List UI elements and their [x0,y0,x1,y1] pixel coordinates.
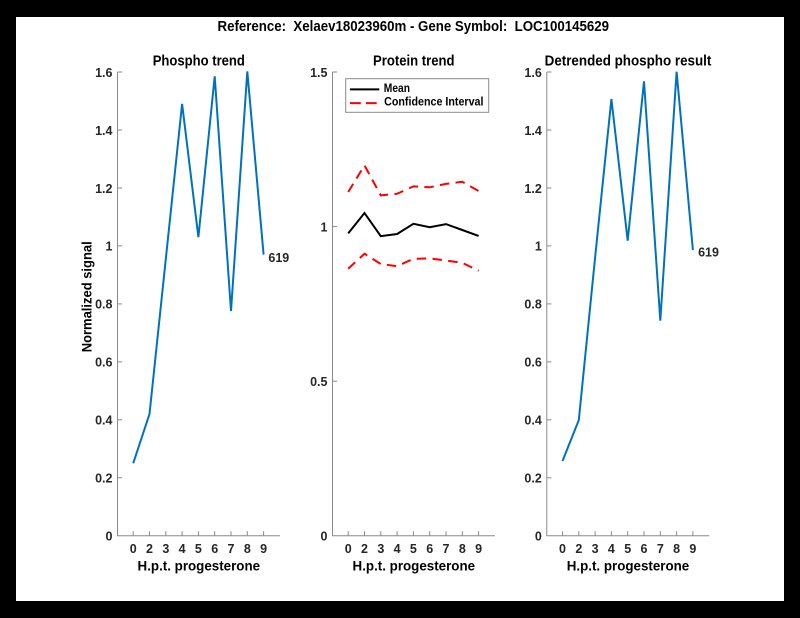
svg-text:9: 9 [260,542,267,556]
svg-text:2: 2 [575,542,582,556]
svg-text:1: 1 [106,240,113,254]
svg-text:4: 4 [394,542,401,556]
svg-text:1.4: 1.4 [95,124,112,138]
svg-text:6: 6 [211,542,218,556]
svg-text:3: 3 [592,542,599,556]
svg-text:3: 3 [377,542,384,556]
svg-text:0.6: 0.6 [95,356,112,370]
svg-text:Mean: Mean [384,83,410,95]
svg-text:1.4: 1.4 [524,124,541,138]
svg-text:Normalized signal: Normalized signal [79,241,95,352]
svg-text:0.4: 0.4 [95,414,112,428]
svg-text:0.6: 0.6 [524,356,541,370]
svg-text:619: 619 [698,246,719,260]
svg-text:0: 0 [535,530,542,544]
svg-text:9: 9 [475,542,482,556]
svg-text:2: 2 [361,542,368,556]
svg-text:1.6: 1.6 [95,66,112,80]
svg-text:1.2: 1.2 [524,182,541,196]
svg-text:1.5: 1.5 [310,66,327,80]
svg-text:7: 7 [443,542,450,556]
svg-text:Reference: Xelaev18023960m -: Reference: Xelaev18023960m - Gene Symbol… [218,19,610,35]
svg-text:2: 2 [146,542,153,556]
svg-text:H.p.t. progesterone: H.p.t. progesterone [567,557,690,573]
svg-text:0.2: 0.2 [95,472,112,486]
svg-text:4: 4 [608,542,615,556]
svg-text:0.4: 0.4 [524,414,541,428]
svg-text:0: 0 [321,530,328,544]
svg-text:0.8: 0.8 [524,298,541,312]
svg-text:Phospho trend: Phospho trend [153,53,245,69]
svg-text:1: 1 [321,220,328,234]
svg-text:Protein trend: Protein trend [373,53,455,69]
svg-text:3: 3 [162,542,169,556]
svg-text:H.p.t. progesterone: H.p.t. progesterone [353,557,476,573]
svg-text:5: 5 [195,542,202,556]
svg-text:0.5: 0.5 [310,375,327,389]
svg-text:7: 7 [657,542,664,556]
svg-text:0: 0 [106,530,113,544]
svg-text:0: 0 [345,542,352,556]
svg-text:619: 619 [268,251,289,265]
svg-text:H.p.t. progesterone: H.p.t. progesterone [138,557,261,573]
svg-text:0: 0 [130,542,137,556]
svg-text:6: 6 [426,542,433,556]
svg-text:4: 4 [179,542,186,556]
svg-text:5: 5 [410,542,417,556]
svg-text:Detrended phospho result: Detrended phospho result [545,53,712,69]
svg-text:6: 6 [641,542,648,556]
svg-text:1.2: 1.2 [95,182,112,196]
svg-text:1: 1 [535,240,542,254]
svg-text:1.6: 1.6 [524,66,541,80]
svg-text:9: 9 [689,542,696,556]
svg-text:8: 8 [244,542,251,556]
svg-text:8: 8 [673,542,680,556]
svg-text:0: 0 [559,542,566,556]
svg-text:Confidence Interval: Confidence Interval [384,97,483,109]
svg-text:0.2: 0.2 [524,472,541,486]
svg-text:0.8: 0.8 [95,298,112,312]
svg-text:7: 7 [228,542,235,556]
svg-text:8: 8 [459,542,466,556]
svg-text:5: 5 [624,542,631,556]
